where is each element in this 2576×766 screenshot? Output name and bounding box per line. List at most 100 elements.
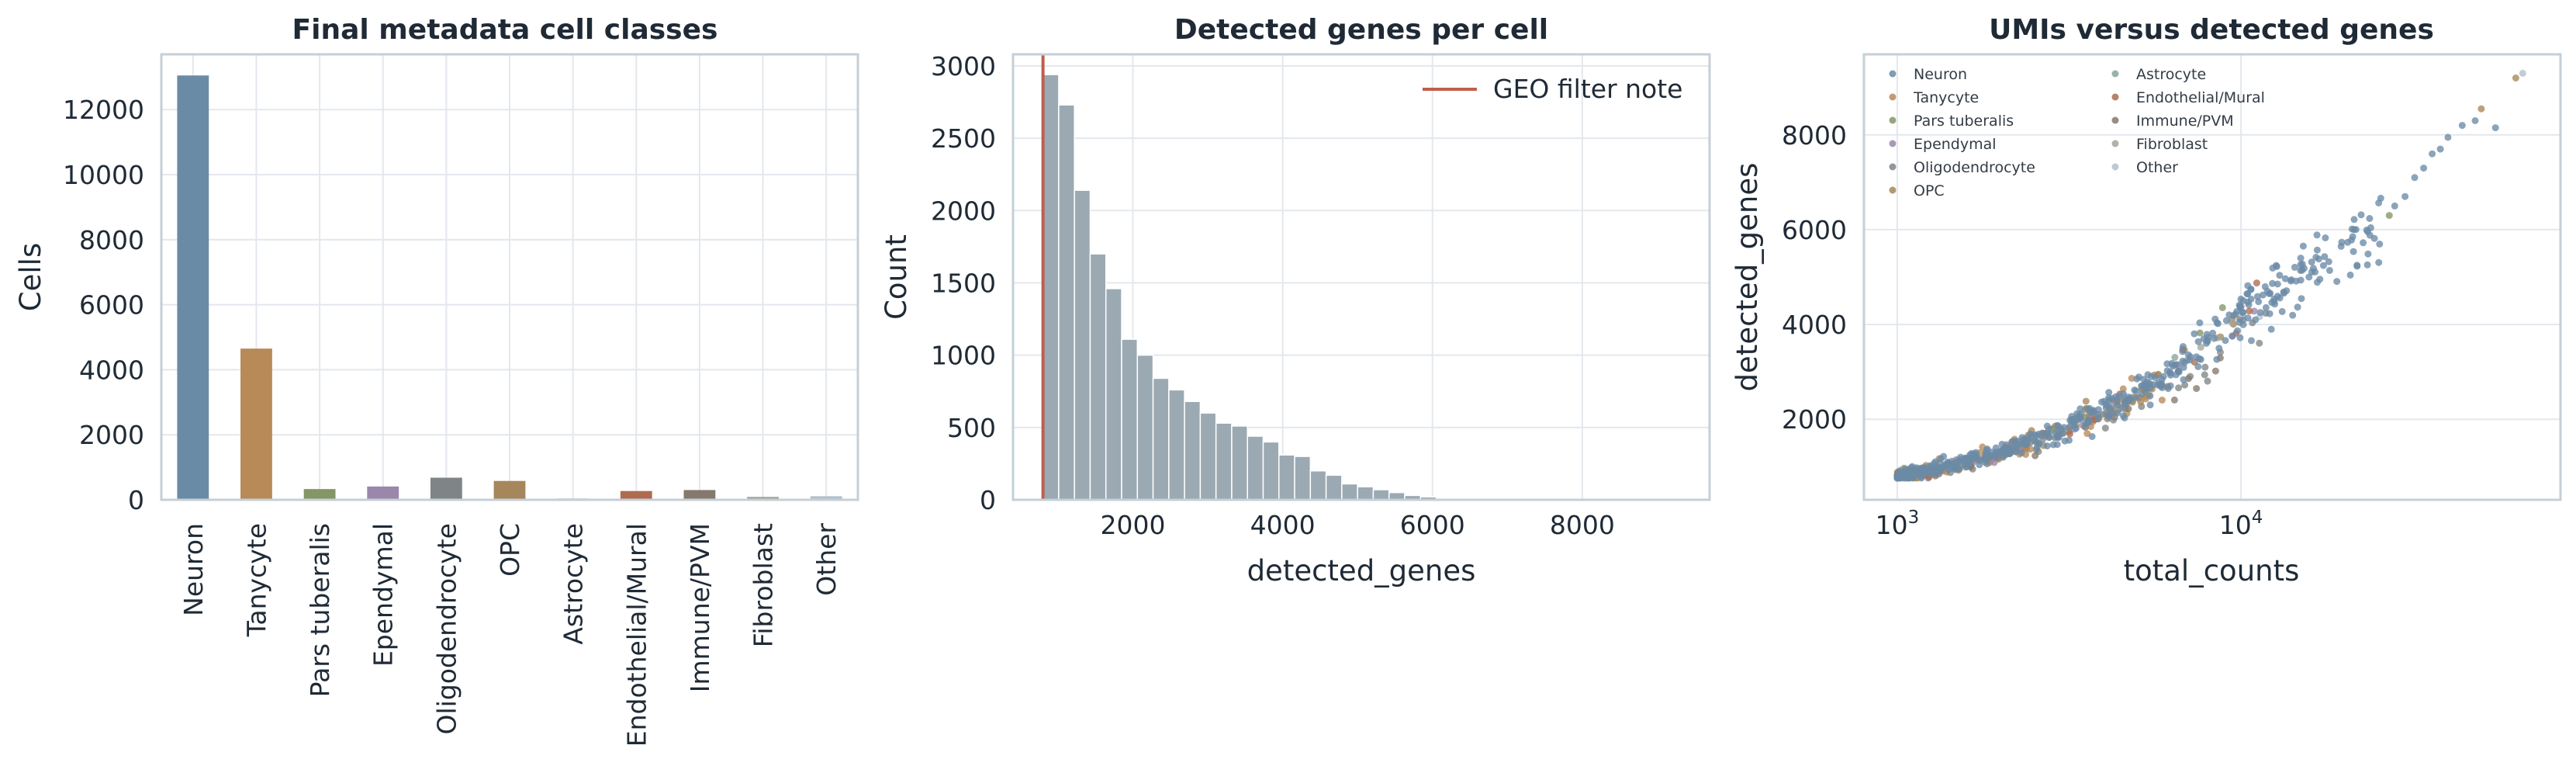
scatter-legend-label-other: Other (2136, 159, 2178, 176)
scatter-point-neuron (2179, 343, 2187, 350)
cell-classes-y-tick-label: 8000 (79, 225, 144, 255)
scatter-legend-label-endothelial-mural: Endothelial/Mural (2136, 89, 2265, 106)
scatter-point-neuron (2180, 376, 2187, 383)
cell-classes-y-tick-label: 4000 (79, 355, 144, 385)
histogram-bin-bar (1247, 435, 1264, 501)
histogram-bin-bar (1042, 74, 1060, 501)
histogram-bin-bar (1058, 104, 1075, 501)
scatter-point-neuron (1992, 444, 2000, 452)
histogram-bin-bar (1184, 400, 1202, 501)
histogram-bin-bar (1341, 483, 1358, 501)
scatter-point-neuron (1968, 449, 1976, 457)
histogram-y-tick-label: 2000 (931, 196, 996, 226)
scatter-point-astrocyte (2171, 354, 2179, 361)
x-tick-label-other: Other (811, 523, 842, 596)
scatter-point-neuron (2308, 268, 2315, 276)
scatter-point-neuron (2273, 280, 2281, 288)
scatter-point-neuron (2353, 262, 2361, 270)
scatter-point-neuron (2021, 435, 2029, 442)
scatter-point-neuron (2070, 421, 2078, 429)
scatter-point-neuron (2232, 310, 2239, 318)
scatter-point-immune-pvm (2193, 385, 2201, 393)
bar-pars-tuberalis (303, 489, 336, 500)
scatter-point-neuron (1908, 463, 1916, 470)
scatter-legend-label-immune-pvm: Immune/PVM (2136, 113, 2234, 130)
histogram-bin-bar (1262, 441, 1280, 501)
histogram-legend: GEO filter note (1423, 74, 1683, 104)
scatter-point-neuron (2262, 303, 2270, 311)
bar-immune-pvm (683, 490, 716, 500)
x-tick-label-ependymal: Ependymal (368, 523, 399, 667)
scatter-point-endothelial-mural (2066, 430, 2073, 438)
scatter-point-neuron (2237, 295, 2245, 303)
scatter-point-neuron (2316, 276, 2324, 283)
scatter-point-neuron (2297, 255, 2305, 262)
cell-classes-y-tick-label: 6000 (79, 290, 144, 321)
scatter-point-neuron (2363, 228, 2371, 235)
scatter-y-tick-label: 6000 (1782, 215, 1847, 245)
histogram-x-tick-label: 4000 (1250, 510, 1316, 540)
scatter-point-neuron (2315, 255, 2322, 263)
cell-classes-y-tick-label: 10000 (63, 160, 144, 190)
scatter-point-neuron (2357, 211, 2365, 219)
scatter-point-neuron (2146, 392, 2154, 400)
histogram-bin-bar (1294, 456, 1312, 501)
histogram-x-label: detected_genes (1247, 554, 1476, 587)
scatter-point-neuron (2350, 216, 2358, 224)
scatter-legend-label-opc: OPC (1914, 182, 1945, 199)
cell-classes-title: Final metadata cell classes (292, 14, 718, 46)
scatter-point-neuron (1981, 459, 1989, 466)
scatter-point-other (2519, 69, 2526, 77)
x-tick-label-tanycyte: Tanycyte (241, 523, 271, 637)
scatter-point-neuron (2170, 362, 2178, 369)
scatter-point-neuron (2297, 276, 2305, 284)
scatter-point-neuron (2076, 405, 2084, 413)
scatter-point-neuron (2266, 310, 2273, 317)
scatter-point-neuron (1917, 470, 1925, 477)
scatter-point-neuron (2123, 400, 2131, 407)
scatter-point-neuron (2411, 174, 2419, 182)
scatter-point-neuron (2049, 441, 2057, 449)
scatter-point-neuron (2252, 316, 2260, 324)
scatter-y-tick-label: 4000 (1782, 310, 1847, 340)
scatter-point-neuron (2108, 404, 2116, 411)
histogram-bin-bar (1278, 454, 1295, 501)
scatter-point-neuron (2267, 325, 2275, 333)
scatter-point-neuron (2107, 409, 2115, 417)
scatter-x-tick-base: 10 (2219, 510, 2252, 540)
scatter-legend-marker-oligodendrocyte (1889, 163, 1897, 171)
scatter-point-neuron (1926, 464, 1934, 472)
scatter-legend-marker-fibroblast (2111, 140, 2119, 147)
scatter-point-neuron (2045, 434, 2052, 442)
scatter-point-neuron (2236, 334, 2244, 341)
x-tick-label-opc: OPC (495, 523, 525, 577)
scatter-point-neuron (2291, 263, 2298, 271)
scatter-x-tick-label: 103 (1876, 508, 1920, 540)
scatter-point-neuron (2276, 272, 2284, 279)
scatter-point-endothelial-mural (2246, 307, 2253, 315)
scatter-point-neuron (2184, 351, 2192, 359)
scatter-point-neuron (2270, 298, 2278, 305)
cell-classes-y-tick-label: 2000 (79, 420, 144, 450)
scatter-point-neuron (2248, 337, 2255, 345)
scatter-point-neuron (2273, 262, 2280, 270)
bar-opc (493, 480, 526, 500)
scatter-legend-marker-astrocyte (2111, 70, 2119, 78)
scatter-point-neuron (2491, 124, 2499, 132)
histogram-bin-bar (1136, 354, 1154, 501)
scatter-point-tanycyte (2119, 385, 2127, 393)
scatter-point-neuron (2076, 416, 2083, 424)
scatter-point-neuron (2281, 275, 2289, 282)
scatter-point-oligodendrocyte (2175, 384, 2183, 392)
scatter-point-neuron (2222, 317, 2230, 324)
scatter-y-tick-label: 2000 (1782, 404, 1847, 435)
scatter-point-neuron (2145, 380, 2152, 386)
scatter-point-pars-tuberalis (2385, 212, 2393, 220)
x-tick-label-immune-pvm: Immune/PVM (685, 523, 715, 692)
scatter-point-neuron (2193, 353, 2201, 361)
scatter-point-neuron (2375, 258, 2383, 266)
scatter-point-fibroblast (2197, 343, 2204, 351)
scatter-point-neuron (2471, 117, 2479, 124)
scatter-point-neuron (2298, 295, 2305, 303)
scatter-point-neuron (2301, 265, 2308, 272)
